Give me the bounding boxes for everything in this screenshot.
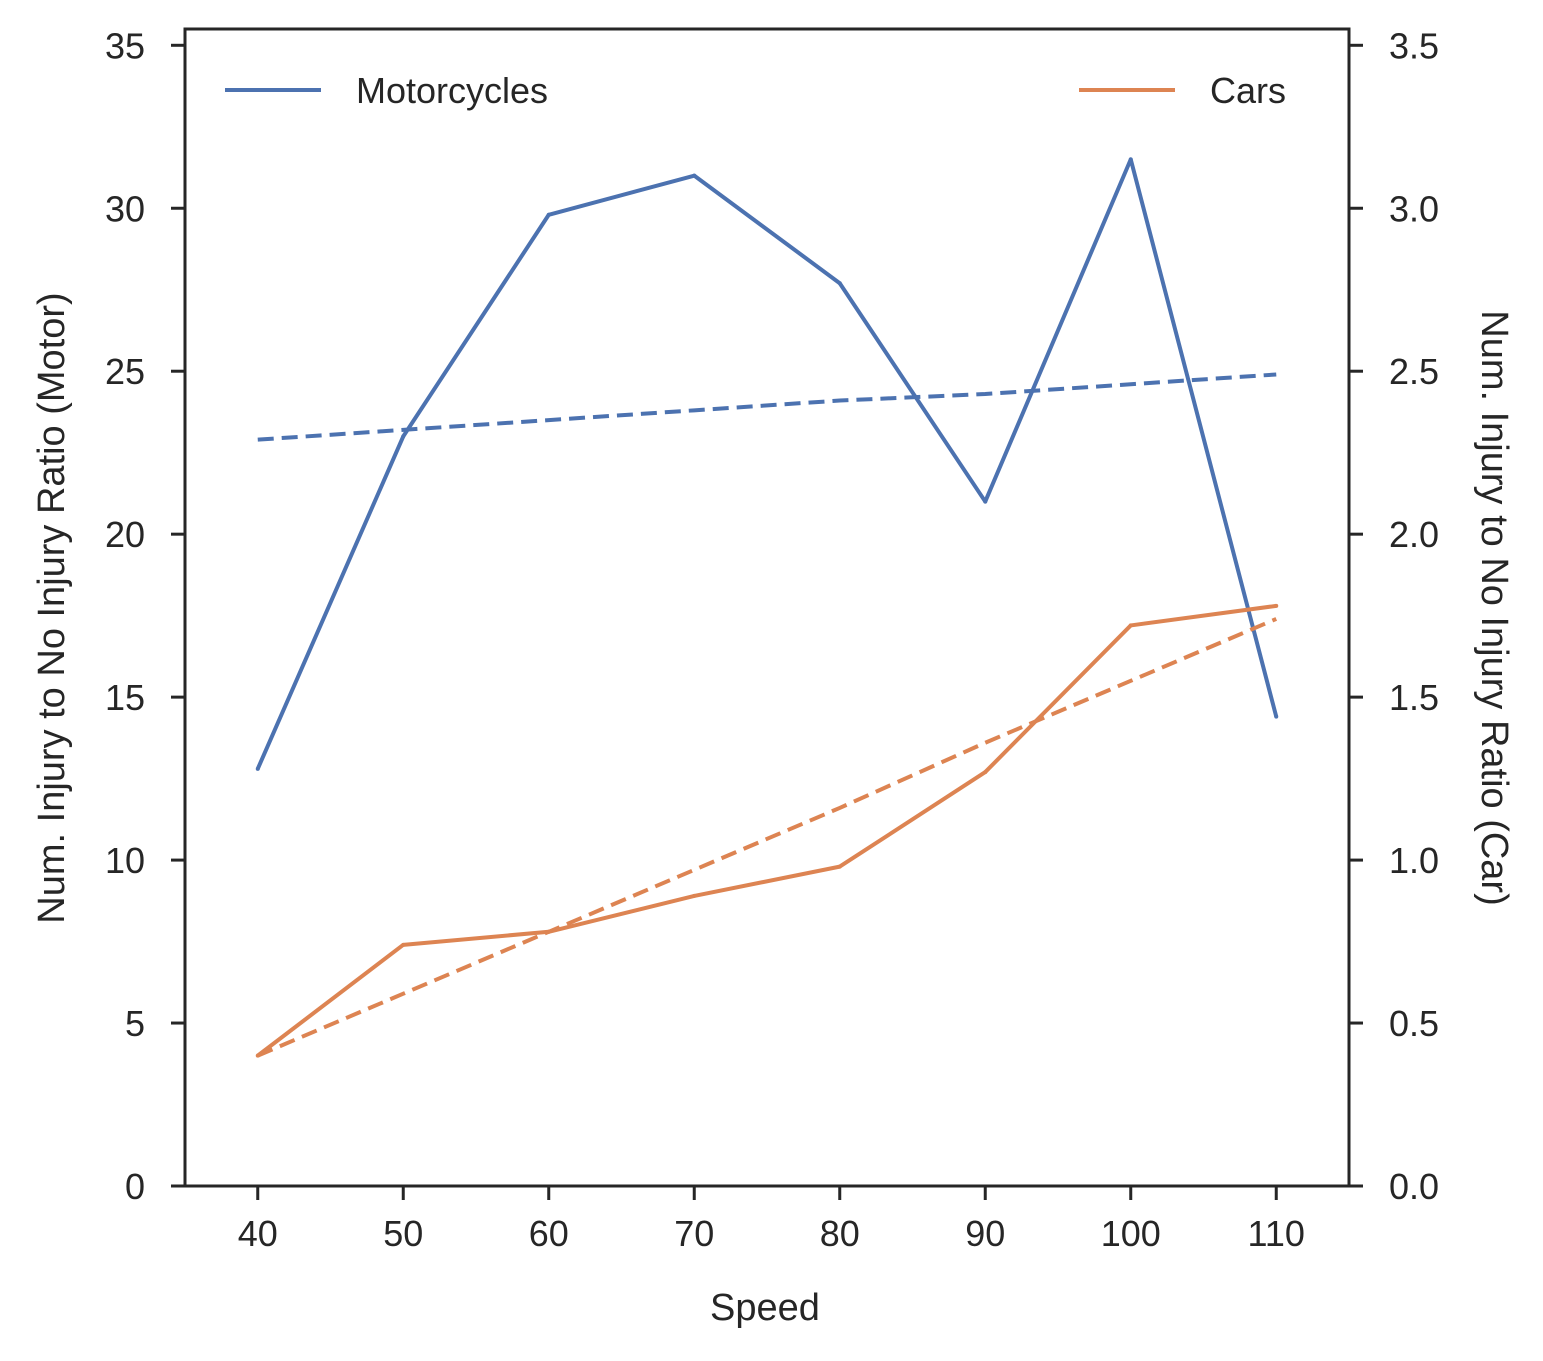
data-point-motorcycles xyxy=(1128,157,1133,162)
data-point-cars xyxy=(1274,603,1279,608)
right-y-tick-label: 2.5 xyxy=(1389,351,1439,392)
left-y-tick-label: 30 xyxy=(105,188,145,229)
data-point-motorcycles xyxy=(546,212,551,217)
left-y-tick-label: 25 xyxy=(105,351,145,392)
left-y-tick-label: 20 xyxy=(105,514,145,555)
x-tick-label: 70 xyxy=(674,1213,714,1254)
right-y-axis-ticks: 0.0 0.5 1.0 1.5 2.0 2.5 3.0 3.5 xyxy=(1349,25,1439,1207)
data-point-motorcycles xyxy=(837,281,842,286)
x-tick-label: 80 xyxy=(820,1213,860,1254)
data-point-cars xyxy=(401,942,406,947)
x-tick-label: 50 xyxy=(383,1213,423,1254)
left-y-tick-label: 35 xyxy=(105,25,145,66)
data-point-motorcycles xyxy=(1274,714,1279,719)
data-point-motorcycles xyxy=(255,766,260,771)
left-y-axis-label: Num. Injury to No Injury Ratio (Motor) xyxy=(31,292,73,923)
right-y-tick-label: 1.5 xyxy=(1389,677,1439,718)
x-tick-label: 60 xyxy=(529,1213,569,1254)
right-y-tick-label: 2.0 xyxy=(1389,514,1439,555)
data-point-cars xyxy=(692,893,697,898)
trend-line-motorcycles xyxy=(257,372,1277,442)
data-point-cars xyxy=(837,864,842,869)
data-point-cars xyxy=(1128,623,1133,628)
x-tick-label: 100 xyxy=(1101,1213,1161,1254)
left-y-tick-label: 10 xyxy=(105,840,145,881)
right-y-tick-label: 3.5 xyxy=(1389,25,1439,66)
right-y-tick-label: 0.0 xyxy=(1389,1166,1439,1207)
series-line-cars xyxy=(256,603,1277,1058)
x-tick-label: 40 xyxy=(238,1213,278,1254)
data-point-cars xyxy=(983,770,988,775)
right-y-tick-label: 1.0 xyxy=(1389,840,1439,881)
x-tick-label: 90 xyxy=(965,1213,1005,1254)
data-point-cars xyxy=(546,929,551,934)
legend-motorcycles: Motorcycles xyxy=(225,70,548,111)
data-point-motorcycles xyxy=(401,434,406,439)
data-point-cars xyxy=(255,1053,260,1058)
right-y-tick-label: 0.5 xyxy=(1389,1003,1439,1044)
left-y-tick-label: 15 xyxy=(105,677,145,718)
x-tick-label: 110 xyxy=(1248,1213,1305,1254)
x-axis-ticks: 40 50 60 70 80 90 100 110 xyxy=(238,1186,1305,1254)
plot-frame-border xyxy=(183,27,1351,1188)
legend-label-cars: Cars xyxy=(1210,70,1286,111)
legend-cars: Cars xyxy=(1079,70,1286,111)
left-y-axis-ticks: 0 5 10 15 20 25 30 35 xyxy=(105,25,185,1207)
series-layer xyxy=(255,157,1279,1058)
data-point-motorcycles xyxy=(692,173,697,178)
plot-frame xyxy=(183,27,1351,1188)
legend-label-motorcycles: Motorcycles xyxy=(356,70,548,111)
x-axis-label: Speed xyxy=(710,1287,820,1329)
series-line-motorcycles xyxy=(255,157,1279,770)
left-y-tick-label: 5 xyxy=(125,1003,145,1044)
data-point-motorcycles xyxy=(983,499,988,504)
trend-line-cars xyxy=(256,617,1278,1058)
left-y-tick-label: 0 xyxy=(125,1166,145,1207)
right-y-tick-label: 3.0 xyxy=(1389,188,1439,229)
right-y-axis-label: Num. Injury to No Injury Ratio (Car) xyxy=(1473,310,1515,906)
